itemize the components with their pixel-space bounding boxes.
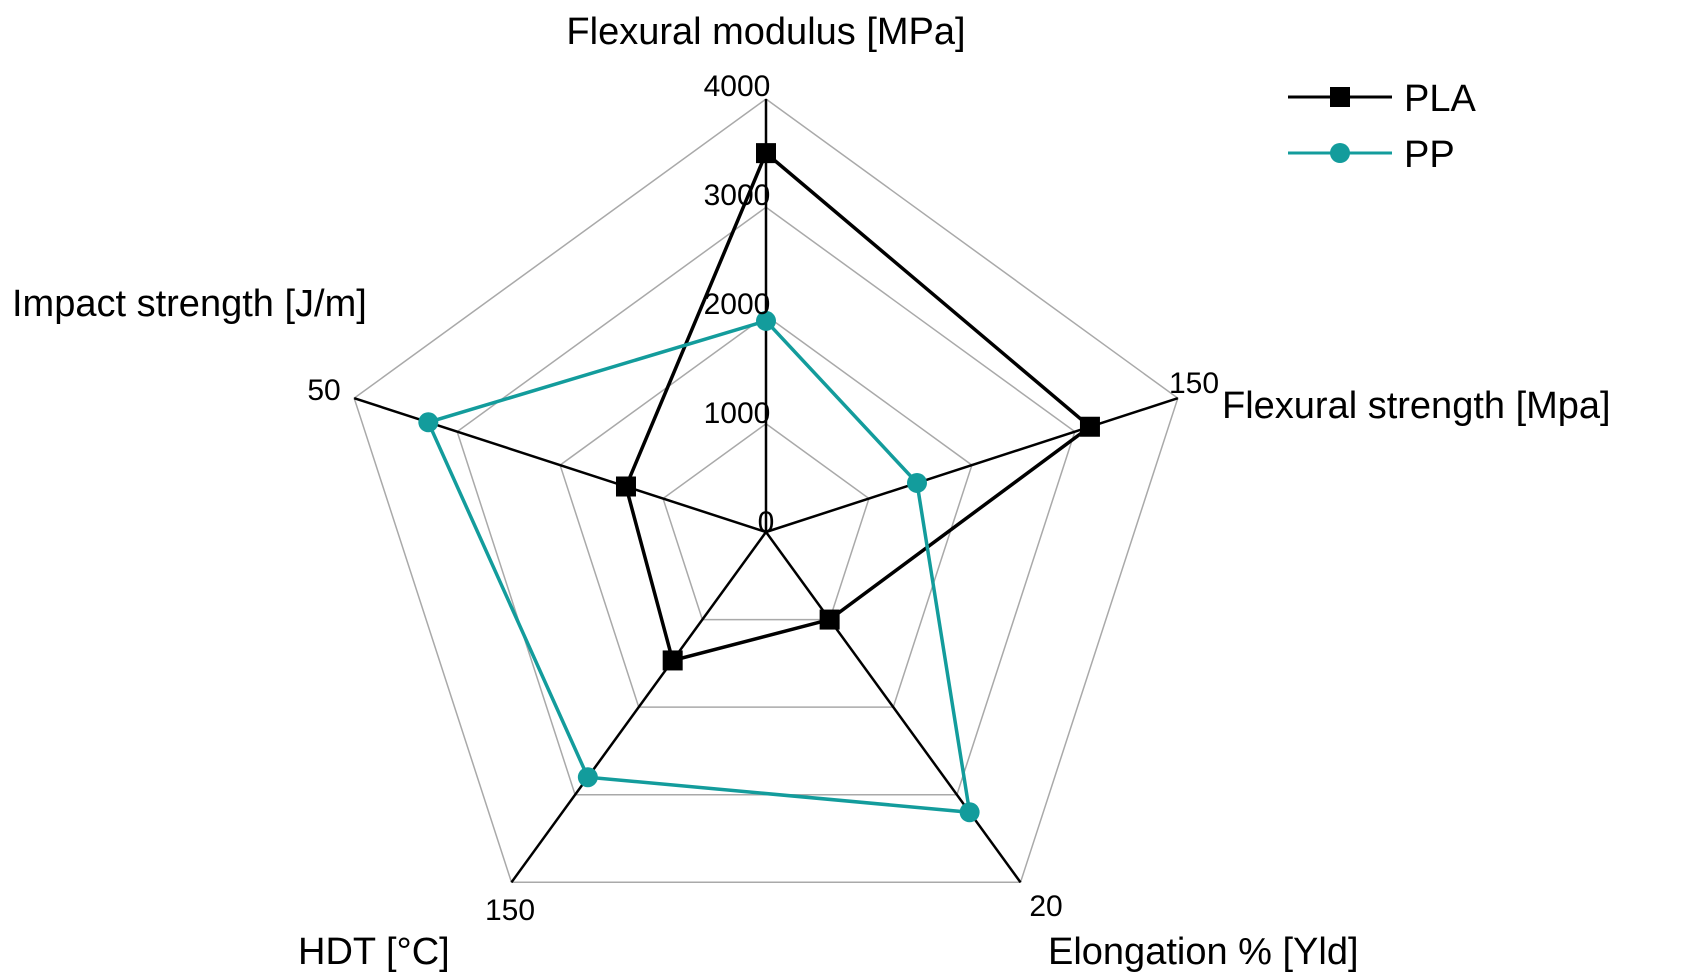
series-pla [615,143,1100,671]
axis-title-flexural-strength: Flexural strength [Mpa] [1222,385,1611,427]
spoke-3 [510,531,768,884]
point-pp-2 [959,802,980,823]
series-line-pla [624,150,1093,663]
legend-label-pp: PP [1404,134,1455,176]
spoke-2 [764,531,1022,884]
legend-item-pla: PLA [1288,78,1476,120]
series-pp [418,310,980,823]
grid-ring-4 [353,98,1179,884]
series-layer [418,143,1100,823]
spoke-1 [765,397,1179,534]
point-pla-1 [1079,416,1100,437]
axis-title-hdt: HDT [°C] [298,931,450,973]
legend-item-pp: PP [1288,134,1455,176]
legend-marker-pp [1330,143,1350,163]
legend: PLA PP [1288,78,1476,176]
tick-label-modulus-1000: 1000 [704,397,771,430]
point-pp-4 [418,412,439,433]
point-pla-4 [615,476,636,497]
axis-title-impact-strength: Impact strength [J/m] [12,283,367,325]
axis-title-flexural-modulus: Flexural modulus [MPa] [566,11,965,53]
tick-label-modulus-3000: 3000 [704,179,771,212]
grid-ring-2 [559,314,973,708]
grid-ring-1 [662,422,870,621]
axis-title-elongation: Elongation % [Yld] [1048,931,1359,973]
legend-marker-pla [1330,87,1350,107]
point-pp-1 [906,472,927,493]
tick-label-hdt-150: 150 [485,894,535,927]
point-pp-3 [577,767,598,788]
point-pla-3 [662,650,683,671]
tick-label-modulus-2000: 2000 [704,288,771,321]
point-pp-0 [756,310,776,331]
tick-label-impact-50: 50 [307,374,340,407]
series-line-pp [425,318,972,815]
tick-label-strength-150: 150 [1169,367,1219,400]
tick-label-modulus-4000: 4000 [704,70,771,103]
tick-label-modulus-0: 0 [758,506,775,539]
point-pla-0 [756,143,776,164]
radar-spokes [353,99,1179,884]
tick-label-elongation-20: 20 [1029,890,1062,923]
legend-label-pla: PLA [1404,78,1476,120]
point-pla-2 [819,609,840,630]
